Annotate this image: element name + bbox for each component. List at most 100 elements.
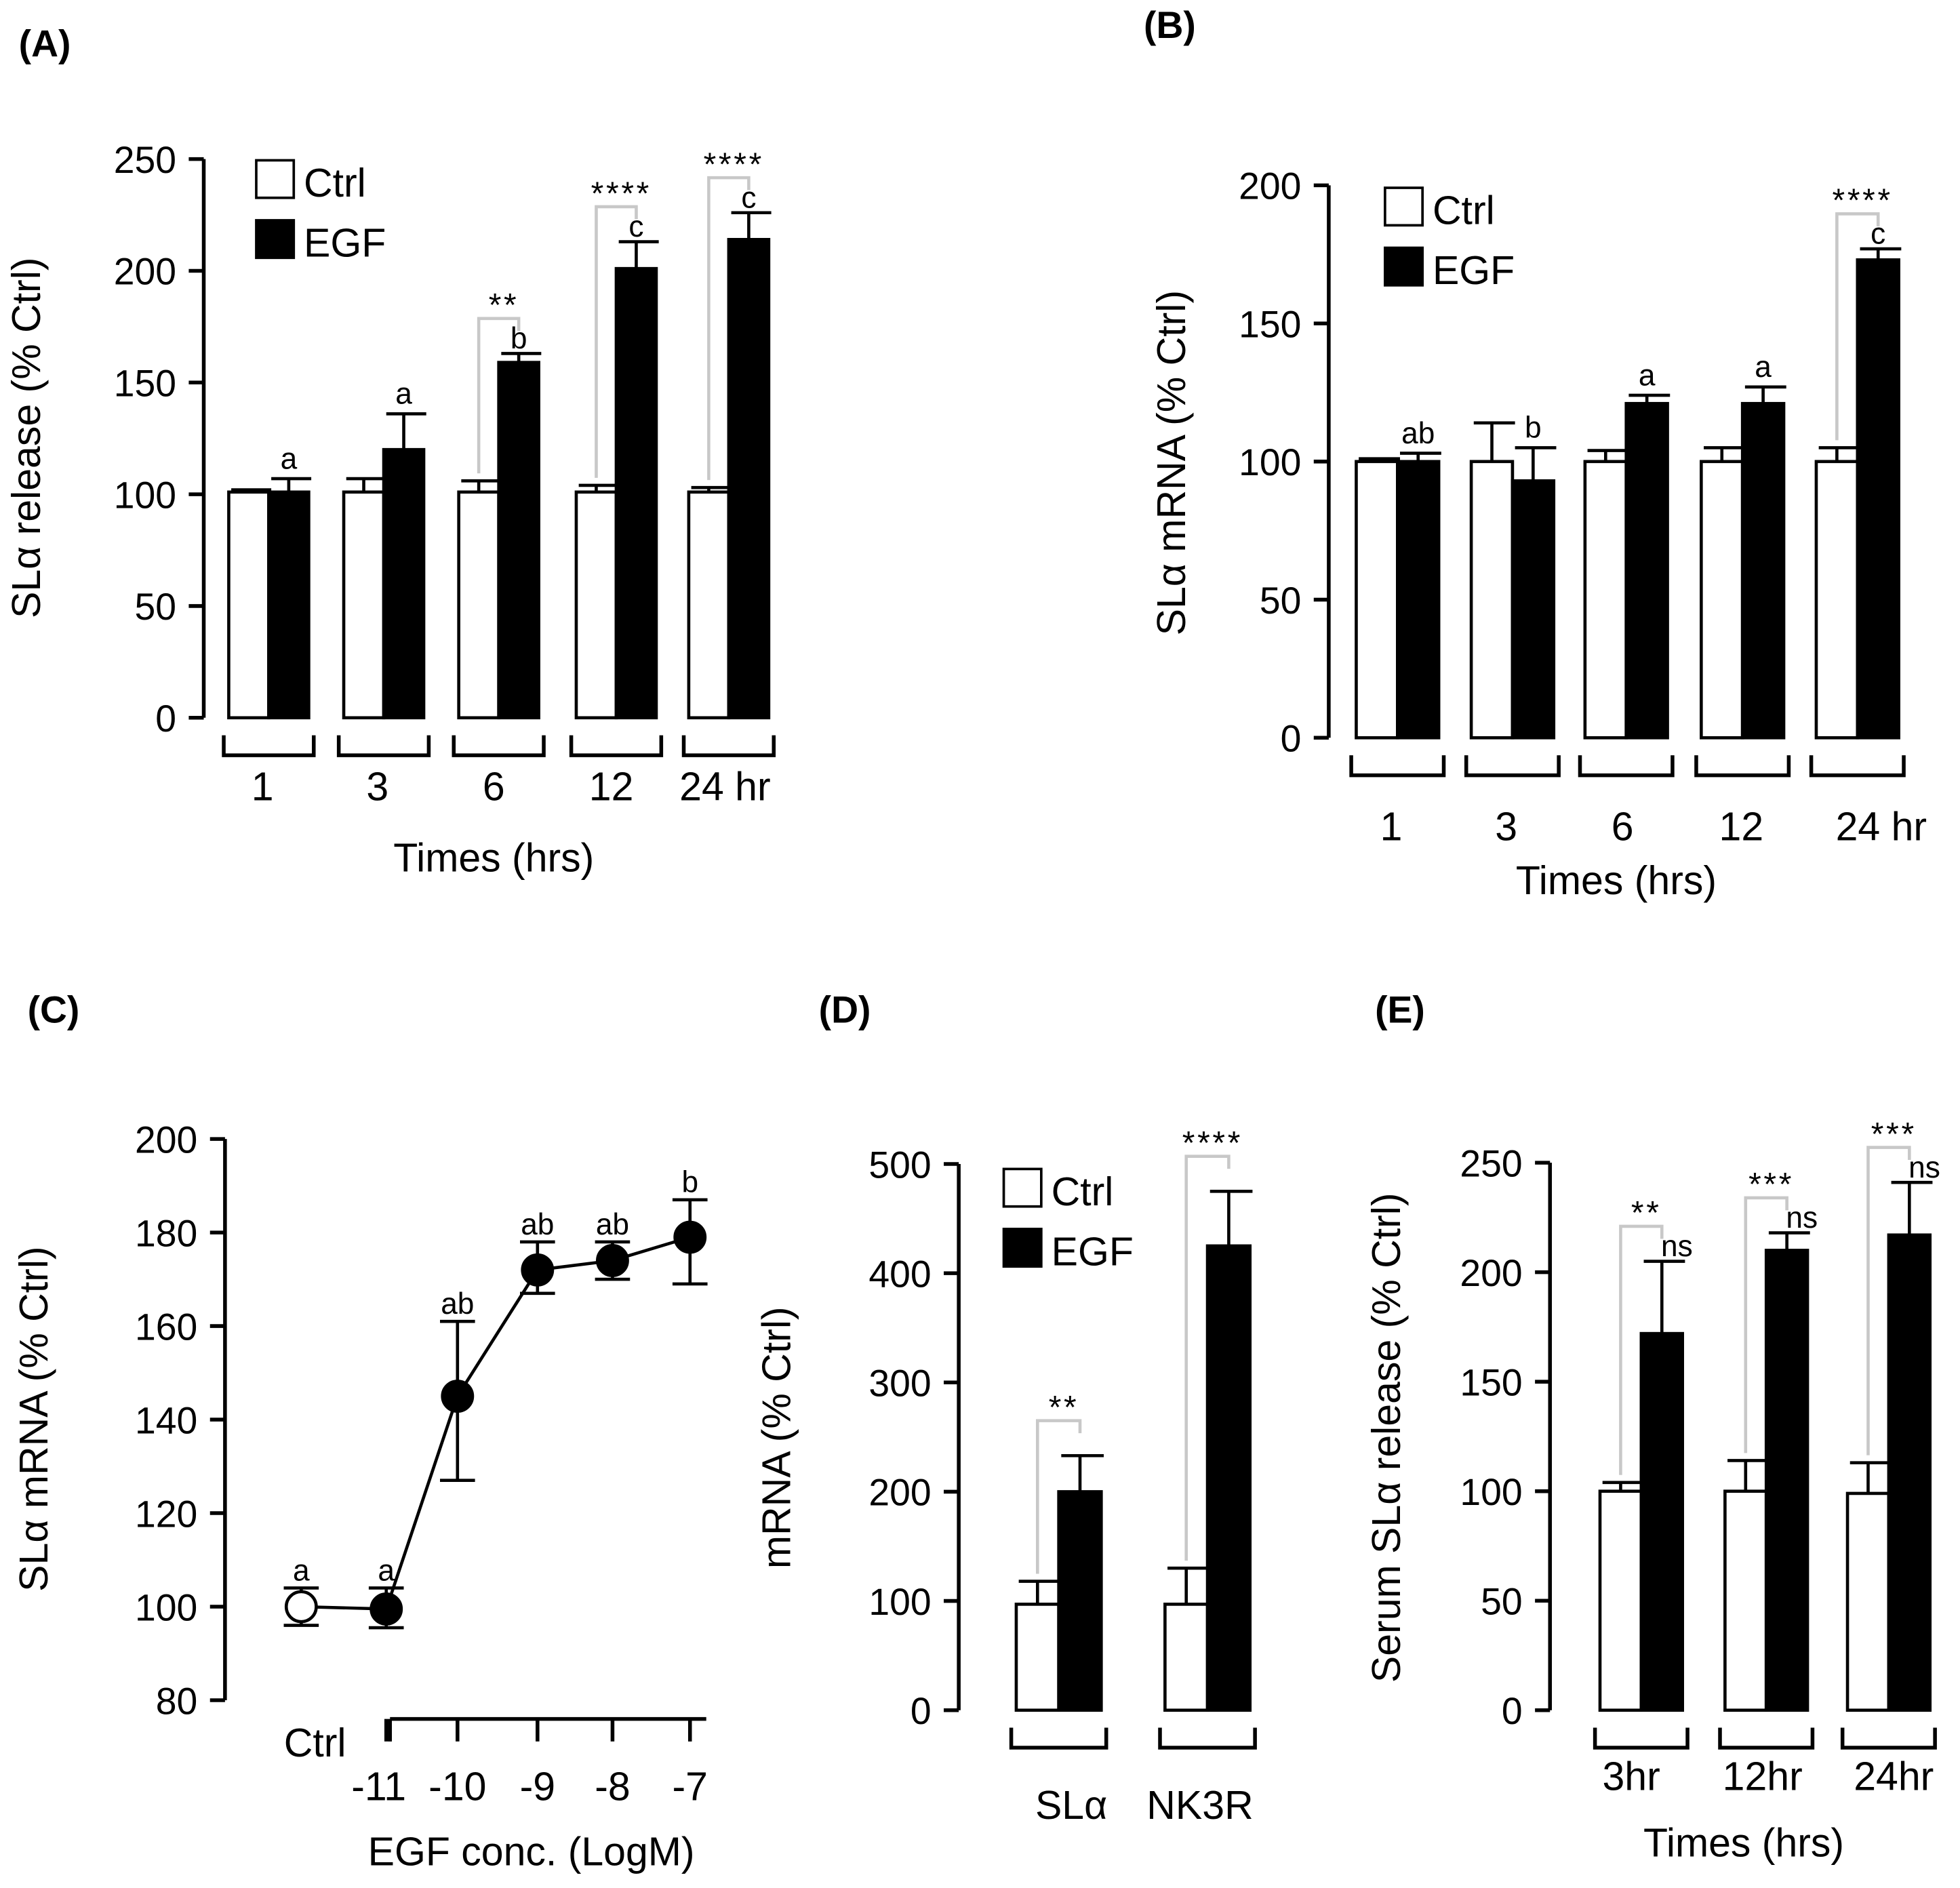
significance-stars: ***	[1748, 1167, 1794, 1203]
y-tick-label: 200	[868, 1472, 931, 1514]
x-tick-label: 1	[252, 764, 274, 809]
comparison-bracket	[477, 317, 521, 474]
bar-egf	[1856, 258, 1900, 740]
panel-label: (A)	[19, 22, 71, 64]
x-tick-label: -11	[351, 1764, 406, 1809]
y-tick-label: 200	[1460, 1252, 1522, 1294]
bar-ctrl	[227, 490, 271, 720]
group-bracket	[1349, 755, 1446, 778]
significance-letter: a	[293, 1554, 310, 1587]
y-tick-label: 250	[114, 139, 176, 181]
data-point-egf	[673, 1220, 707, 1254]
bar-ctrl	[1845, 1491, 1891, 1712]
y-tick-label: 180	[135, 1212, 197, 1254]
y-tick-label: 100	[1239, 441, 1301, 483]
legend-swatch-egf	[255, 219, 296, 260]
significance-letter: ab	[441, 1287, 474, 1321]
group-bracket	[1593, 1727, 1689, 1750]
significance-stars: ***	[1871, 1117, 1917, 1152]
significance-stars: **	[1049, 1390, 1079, 1426]
group-bracket	[452, 735, 546, 757]
bar-egf	[1057, 1490, 1103, 1712]
y-tick-label: 150	[114, 363, 176, 405]
bar-ctrl	[1583, 460, 1628, 740]
comparison-bracket	[1835, 212, 1880, 441]
y-tick-label: 50	[1260, 580, 1302, 622]
significance-stars: ****	[591, 176, 652, 212]
x-tick-label: -9	[520, 1764, 555, 1809]
group-bracket	[1009, 1727, 1108, 1750]
x-axis-label: Times (hrs)	[393, 836, 594, 881]
bar-egf	[1639, 1331, 1684, 1712]
y-tick-label: 500	[868, 1144, 931, 1186]
y-tick-label: 200	[135, 1119, 197, 1161]
y-axis-label: Serum SLα release (% Ctrl)	[1364, 1192, 1409, 1683]
group-bracket	[1158, 1727, 1257, 1750]
y-tick-label: 200	[1239, 165, 1301, 207]
y-axis-label: SLα mRNA (% Ctrl)	[12, 1246, 56, 1591]
y-axis-label: SLα release (% Ctrl)	[4, 258, 49, 618]
y-axis-label: SLα mRNA (% Ctrl)	[1149, 290, 1194, 635]
comparison-bracket	[1184, 1154, 1231, 1561]
x-tick-label: 12	[1719, 804, 1764, 849]
x-tick-label: 24 hr	[679, 764, 770, 809]
y-tick-label: 0	[155, 698, 176, 740]
x-tick-label: 3	[1495, 804, 1517, 849]
y-tick-label: 50	[1481, 1580, 1523, 1622]
x-axis-label: Times (hrs)	[1516, 858, 1717, 903]
bar-ctrl	[1469, 460, 1515, 740]
y-tick-label: 100	[135, 1586, 197, 1628]
x-tick-label: NK3R	[1146, 1783, 1253, 1828]
group-bracket	[1464, 755, 1561, 778]
y-tick-label: 160	[135, 1306, 197, 1348]
significance-letter: a	[1639, 359, 1656, 392]
y-tick-label: 0	[1502, 1690, 1523, 1732]
group-bracket	[1718, 1727, 1815, 1750]
group-bracket	[1694, 755, 1791, 778]
significance-letter: b	[681, 1166, 698, 1199]
bar-ctrl	[574, 490, 618, 720]
bar-ctrl	[1014, 1603, 1060, 1712]
comparison-bracket	[707, 176, 751, 481]
significance-letter: c	[628, 210, 643, 243]
x-axis-label: EGF conc. (LogM)	[368, 1829, 695, 1874]
significance-letter: a	[378, 1554, 395, 1587]
significance-letter: c	[741, 181, 756, 214]
y-tick-label: 140	[135, 1399, 197, 1441]
significance-stars: ****	[1182, 1125, 1243, 1161]
legend-swatch-ctrl	[1002, 1167, 1043, 1208]
y-tick-label: 400	[868, 1253, 931, 1295]
significance-letter: c	[1871, 218, 1885, 251]
y-tick-label: 0	[911, 1690, 932, 1732]
group-bracket	[222, 735, 316, 757]
legend-label-ctrl: Ctrl	[1433, 188, 1495, 233]
x-tick-label: 1	[1380, 804, 1403, 849]
significance-letter: a	[1755, 350, 1772, 384]
bar-egf	[614, 266, 658, 720]
y-tick-label: 150	[1460, 1361, 1522, 1403]
bar-ctrl	[1598, 1489, 1643, 1712]
x-tick-label: 12hr	[1723, 1754, 1803, 1799]
bar-ctrl	[1814, 460, 1860, 740]
x-tick-label: 3	[366, 764, 388, 809]
bar-egf	[497, 361, 540, 720]
x-tick-label: SLα	[1035, 1783, 1107, 1828]
legend-label-egf: EGF	[1052, 1229, 1134, 1274]
bar-egf	[382, 447, 426, 720]
bar-egf	[1887, 1233, 1932, 1712]
bar-egf	[1764, 1249, 1809, 1712]
y-tick-label: 100	[1460, 1471, 1522, 1513]
y-tick-label: 150	[1239, 303, 1301, 345]
data-point-ctrl	[284, 1590, 318, 1624]
panel-label: (B)	[1144, 4, 1196, 46]
bar-ctrl	[1163, 1603, 1209, 1712]
significance-letter: ns	[1661, 1230, 1693, 1263]
significance-letter: ab	[596, 1208, 629, 1241]
y-tick-label: 250	[1460, 1142, 1522, 1184]
x-tick-label: 24hr	[1854, 1754, 1934, 1799]
legend-label-ctrl: Ctrl	[304, 161, 366, 205]
ctrl-x-label: Ctrl	[284, 1721, 346, 1765]
bar-ctrl	[1723, 1489, 1768, 1712]
significance-letter: b	[1525, 411, 1542, 445]
